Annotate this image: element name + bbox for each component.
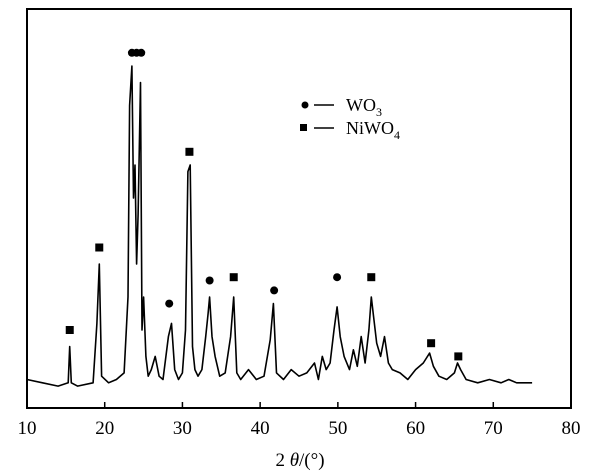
peak-marker-square-0 (65, 326, 74, 334)
x-tick-label: 70 (484, 418, 503, 439)
legend-label-2: NiWO4 (346, 118, 400, 142)
peak-marker-square-8 (229, 273, 238, 282)
x-tick-label: 10 (18, 418, 37, 439)
x-axis-label: 2 θ/(°) (275, 450, 324, 471)
peak-marker-square-11 (367, 273, 376, 282)
peak-marker-circle-9 (270, 286, 279, 295)
series-layer (26, 65, 533, 387)
series-line-0 (26, 65, 533, 387)
peak-marker-circle-4 (137, 48, 146, 57)
peak-marker-square-13 (454, 352, 463, 361)
x-tick-label: 50 (328, 418, 347, 439)
plot-frame (26, 8, 572, 409)
x-tick-label: 30 (173, 418, 192, 439)
x-axis-ticks: 10 20 30 40 50 60 70 80 (18, 402, 581, 439)
x-tick-label: 40 (251, 418, 270, 439)
peak-marker-square-12 (427, 339, 436, 348)
legend-square-marker (300, 124, 307, 131)
peak-marker-circle-10 (333, 273, 342, 282)
peak-marker-circle-6 (165, 299, 174, 308)
x-tick-label: 80 (562, 418, 581, 439)
peak-marker-square-1 (95, 243, 104, 252)
legend: WO3 NiWO4 (300, 95, 400, 142)
legend-label-1: WO3 (346, 95, 382, 119)
peak-marker-circle-7 (205, 276, 214, 285)
legend-circle-marker (301, 101, 309, 109)
peak-marker-square-5 (185, 147, 194, 156)
x-tick-label: 60 (406, 418, 425, 439)
x-tick-label: 20 (95, 418, 114, 439)
peak-marker-layer (65, 48, 463, 361)
